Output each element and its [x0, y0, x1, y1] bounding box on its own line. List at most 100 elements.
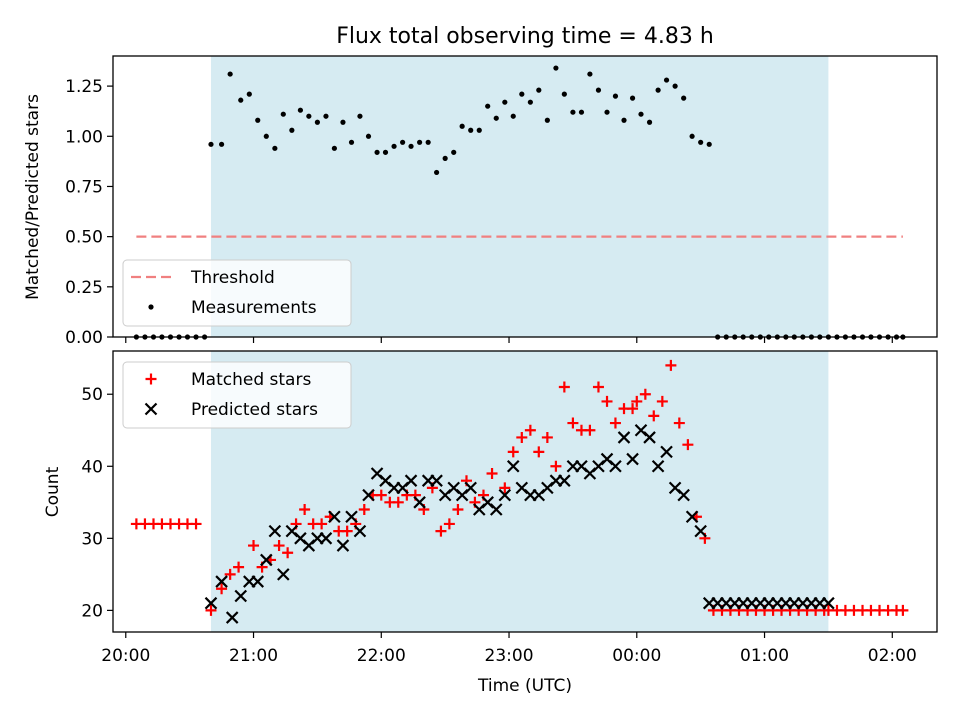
- data-point: [631, 395, 643, 407]
- data-point: [282, 547, 294, 559]
- data-point: [365, 133, 372, 139]
- y-tick-label: 0.25: [65, 278, 103, 298]
- data-point: [533, 446, 545, 458]
- plot-frame: [112, 55, 938, 338]
- data-point: [316, 518, 328, 530]
- data-point: [897, 604, 909, 616]
- data-point: [452, 504, 464, 516]
- data-point: [204, 596, 218, 610]
- data-point: [673, 417, 685, 429]
- data-point: [550, 460, 562, 472]
- data-point: [612, 93, 619, 99]
- data-point: [205, 604, 217, 616]
- data-point: [323, 113, 329, 119]
- y-tick-label: 0.75: [65, 177, 103, 197]
- series-matched-stars: [130, 359, 909, 616]
- chart-title: Flux total observing time = 4.83 h: [336, 24, 714, 49]
- x-axis-label: Time (UTC): [477, 676, 572, 696]
- data-point: [510, 113, 516, 119]
- legend-label: Matched stars: [191, 370, 311, 390]
- data-point: [319, 532, 333, 545]
- y-tick-label: 1.25: [65, 77, 103, 97]
- data-point: [392, 496, 404, 508]
- data-point: [218, 141, 225, 147]
- data-point: [587, 71, 593, 77]
- data-point: [544, 117, 550, 123]
- data-point: [272, 145, 278, 151]
- y-tick-label: 30: [81, 529, 103, 549]
- data-point: [277, 568, 290, 581]
- data-point: [822, 596, 835, 610]
- data-point: [541, 431, 553, 443]
- data-point: [248, 540, 260, 552]
- data-point: [442, 155, 448, 161]
- data-point: [476, 127, 482, 133]
- data-point: [627, 403, 639, 415]
- data-point: [233, 561, 245, 573]
- data-point: [234, 589, 248, 603]
- y-tick-label: 0.50: [65, 228, 103, 248]
- data-point: [413, 496, 426, 509]
- data-point: [430, 474, 443, 487]
- data-point: [348, 139, 355, 145]
- y-tick-label: 40: [81, 457, 103, 477]
- data-point: [516, 431, 528, 443]
- data-point: [341, 525, 353, 537]
- data-point: [336, 539, 350, 552]
- data-point: [299, 504, 311, 516]
- data-point: [357, 113, 363, 119]
- data-point: [536, 87, 542, 93]
- data-point: [417, 139, 423, 145]
- legend-label: Predicted stars: [191, 400, 318, 420]
- data-point: [255, 117, 261, 123]
- data-point: [251, 575, 265, 588]
- legend-plus-marker: [145, 373, 157, 385]
- data-point: [493, 115, 499, 121]
- data-point: [638, 111, 644, 117]
- data-point: [459, 123, 465, 129]
- y-tick-label: 50: [81, 385, 103, 405]
- y-tick-label: 20: [81, 601, 103, 621]
- data-point: [621, 117, 627, 123]
- data-point: [609, 460, 622, 473]
- data-point: [655, 87, 661, 93]
- data-point: [216, 583, 228, 595]
- data-point: [190, 518, 202, 530]
- data-point: [507, 446, 519, 458]
- data-point: [660, 445, 673, 459]
- x-tick-label: 02:00: [868, 646, 917, 666]
- data-point: [604, 109, 610, 115]
- data-point: [646, 119, 653, 125]
- data-point: [502, 99, 508, 105]
- data-point: [672, 83, 678, 89]
- data-point: [506, 460, 520, 473]
- data-point: [345, 510, 358, 523]
- legend-label: Threshold: [190, 268, 275, 288]
- data-point: [260, 553, 273, 567]
- data-point: [558, 381, 570, 393]
- data-point: [225, 611, 239, 624]
- data-point: [489, 503, 503, 516]
- data-point: [374, 149, 380, 155]
- data-point: [224, 568, 236, 580]
- data-point: [464, 481, 477, 495]
- bottom-panel: 20 30 40 50 20:00 21:00 22:00 23:00 00:00 01:00 02…: [81, 350, 938, 666]
- data-point: [698, 139, 704, 145]
- data-point: [468, 127, 474, 133]
- top-y-axis-label: Matched/Predicted stars: [23, 94, 43, 300]
- data-point: [498, 488, 512, 502]
- legend-box: [122, 259, 352, 327]
- legend-box: [122, 361, 352, 429]
- data-point: [375, 489, 387, 501]
- data-point: [665, 359, 677, 371]
- data-point: [443, 518, 455, 530]
- data-point: [433, 169, 440, 176]
- data-point: [553, 65, 559, 71]
- data-point: [689, 133, 695, 139]
- series-measurements: [133, 65, 906, 340]
- data-point: [328, 510, 341, 523]
- data-point: [561, 91, 567, 97]
- data-point: [362, 488, 375, 502]
- data-point: [643, 431, 656, 444]
